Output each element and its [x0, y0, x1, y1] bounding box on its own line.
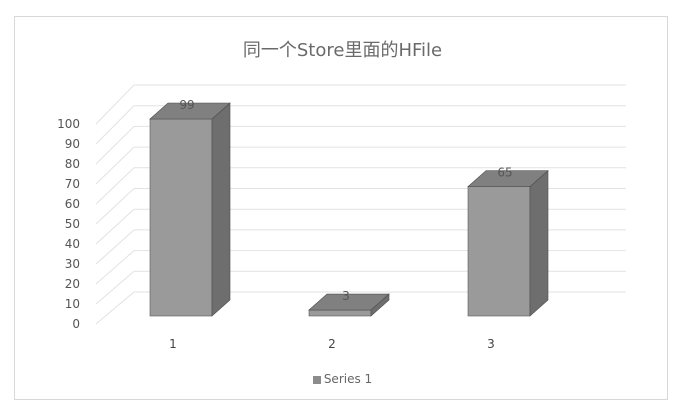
data-label: 99: [179, 98, 194, 112]
bar-top: [149, 102, 231, 120]
bar: [467, 186, 531, 317]
y-tick-label: 30: [65, 257, 80, 271]
y-tick-label: 70: [65, 177, 80, 191]
legend-label: Series 1: [323, 372, 373, 386]
y-tick-label: 100: [57, 117, 80, 131]
legend-swatch: [312, 375, 321, 384]
bar: [149, 118, 213, 317]
y-tick-label: 40: [65, 237, 80, 251]
y-tick-label: 80: [65, 157, 80, 171]
gridline-side: [95, 167, 135, 205]
gridline-side: [95, 250, 135, 285]
x-tick-label: 1: [169, 337, 177, 351]
legend: Series 1: [0, 372, 685, 386]
bar-side: [529, 169, 549, 317]
gridline-side: [95, 188, 135, 225]
y-tick-label: 20: [65, 277, 80, 291]
bar: [308, 309, 372, 317]
gridline-side: [95, 270, 135, 305]
data-label: 65: [497, 166, 512, 180]
bar-top: [467, 170, 549, 187]
gridline-side: [95, 229, 135, 265]
chart-frame: [14, 16, 668, 400]
gridline-side: [95, 146, 135, 185]
x-tick-label: 2: [328, 337, 336, 351]
y-tick-label: 0: [72, 317, 80, 331]
y-tick-label: 90: [65, 137, 80, 151]
y-tick-label: 50: [65, 217, 80, 231]
y-tick-label: 10: [65, 297, 80, 311]
gridline-side: [95, 84, 135, 125]
bar-side: [211, 102, 231, 317]
bar-top: [308, 293, 390, 311]
y-tick-label: 60: [65, 197, 80, 211]
gridline-side: [95, 126, 135, 165]
gridline-side: [95, 105, 135, 145]
x-tick-label: 3: [487, 337, 495, 351]
chart-title: 同一个Store里面的HFile: [242, 40, 443, 61]
gridline-side: [95, 291, 135, 325]
gridline-side: [95, 208, 135, 245]
data-label: 3: [342, 289, 350, 303]
